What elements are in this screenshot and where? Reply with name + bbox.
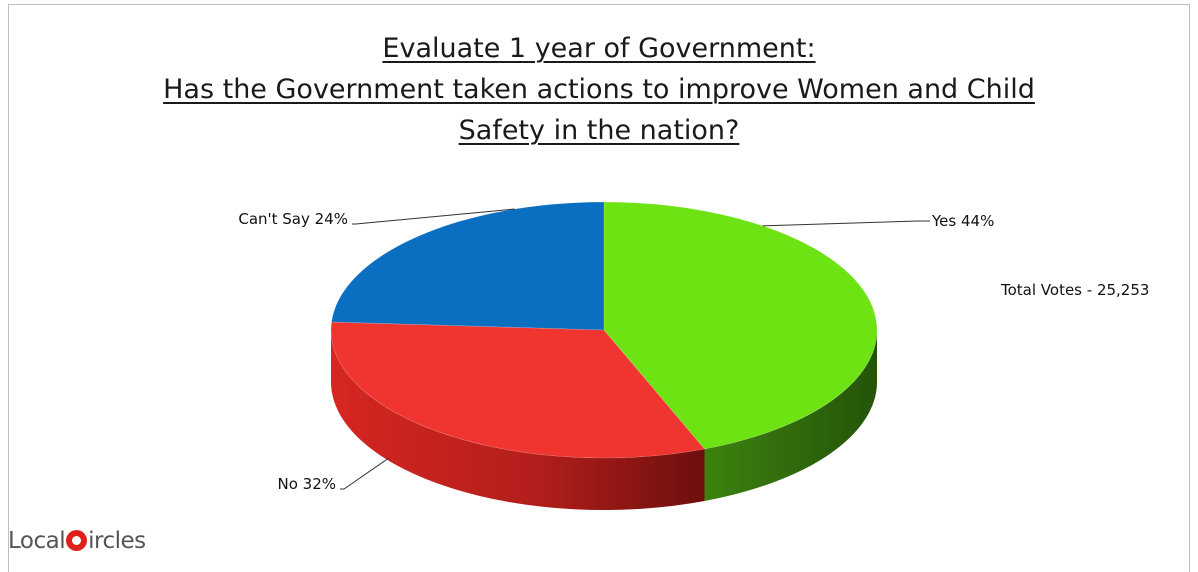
leader-line-0 xyxy=(762,220,930,227)
total-votes-annotation: Total Votes - 25,253 xyxy=(1000,281,1149,299)
title-line-3: Safety in the nation? xyxy=(458,115,740,146)
leader-line-1 xyxy=(340,457,390,490)
logo-text-prefix: Local xyxy=(8,528,66,554)
slice-top-0 xyxy=(603,201,878,450)
slice-top-2 xyxy=(331,201,605,331)
chart-title: Evaluate 1 year of Government: Has the G… xyxy=(0,28,1198,151)
pie-slices xyxy=(330,201,878,459)
leader-line-2 xyxy=(352,208,515,225)
slice-top-1 xyxy=(330,321,706,459)
slice-label-0: Yes 44% xyxy=(931,212,994,230)
slice-label-2: Can't Say 24% xyxy=(238,210,348,228)
localcircles-logo: Local ircles xyxy=(8,528,146,562)
slice-label-1: No 32% xyxy=(277,475,336,493)
title-line-1: Evaluate 1 year of Government: xyxy=(382,33,816,64)
logo-text-suffix: ircles xyxy=(88,528,146,554)
title-line-2: Has the Government taken actions to impr… xyxy=(163,74,1035,105)
logo-pin-icon xyxy=(66,530,88,551)
leader-lines xyxy=(340,208,930,490)
pie-sides xyxy=(331,330,877,510)
slice-labels: Yes 44% No 32% Can't Say 24% xyxy=(238,210,994,493)
slice-side-1 xyxy=(331,330,705,510)
slice-side-0 xyxy=(704,330,877,502)
